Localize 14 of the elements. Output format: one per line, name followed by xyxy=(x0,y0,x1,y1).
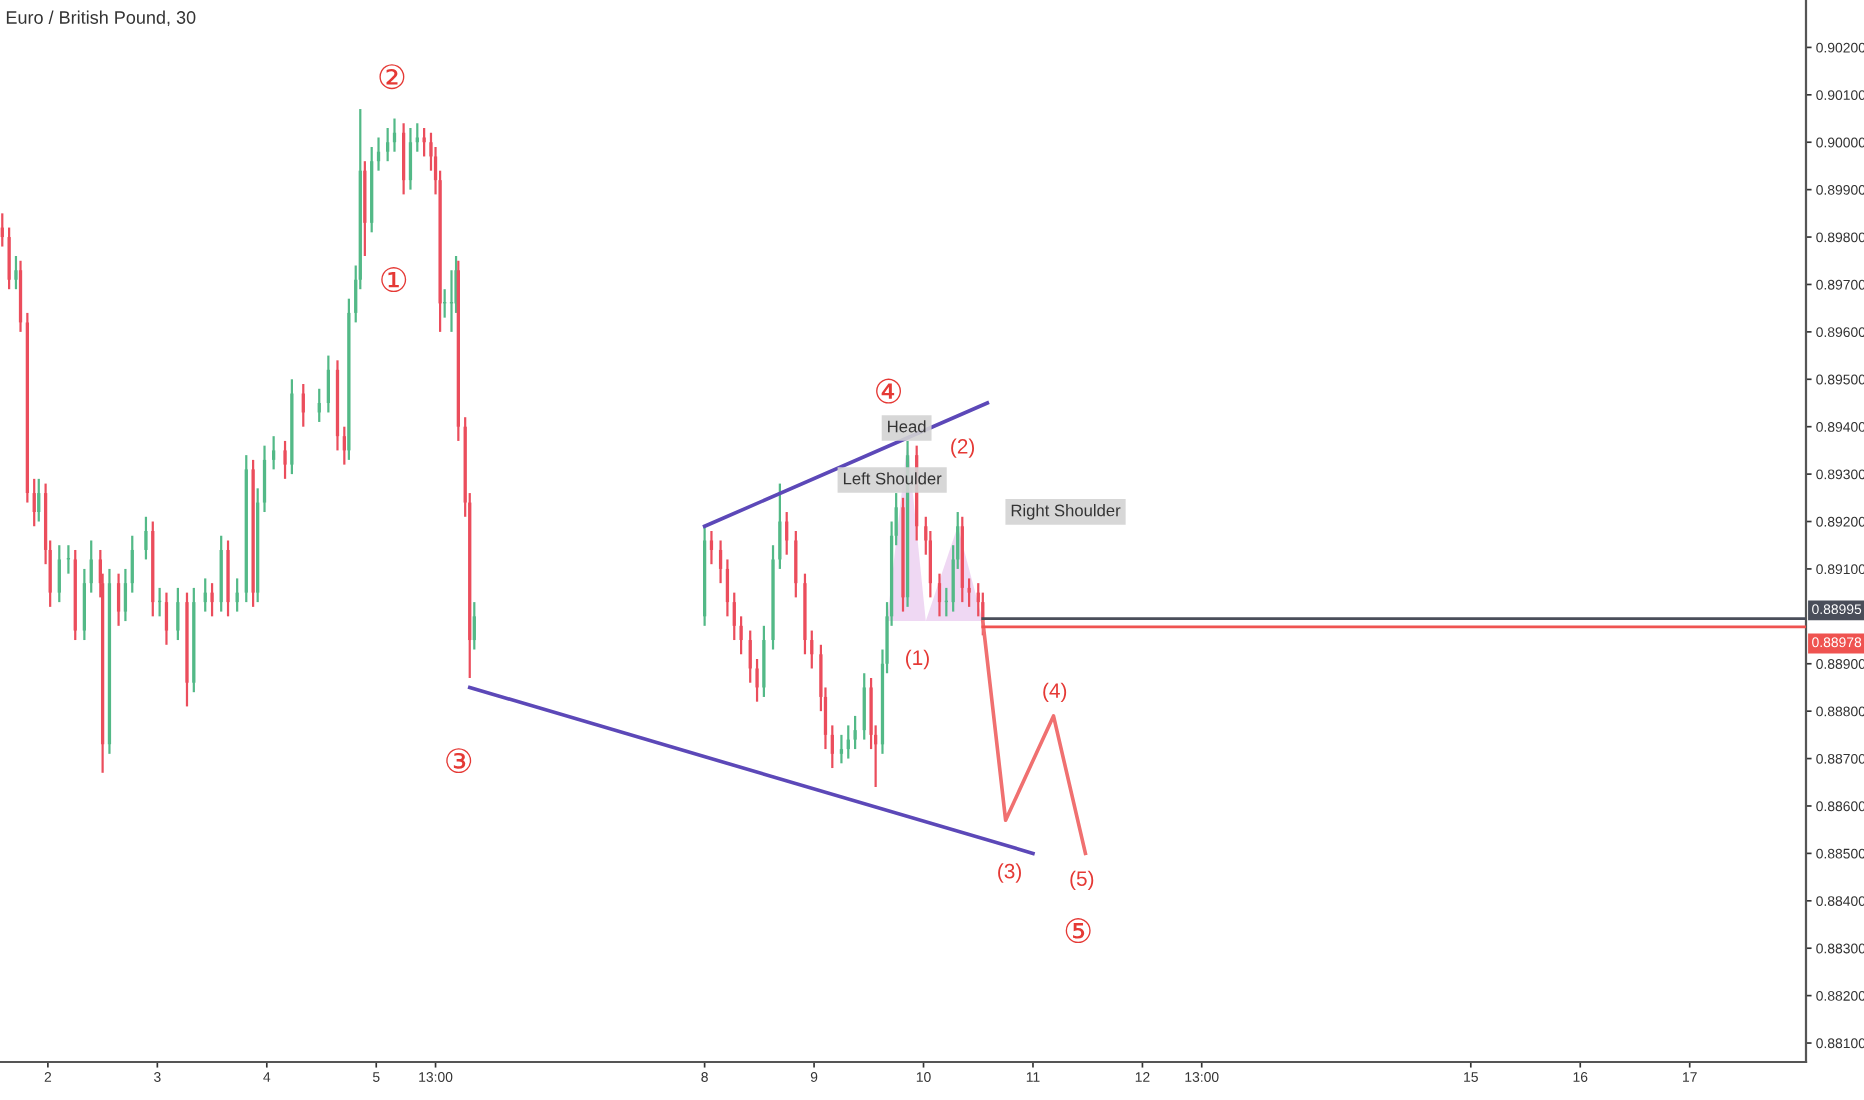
annotation: Right Shoulder xyxy=(1011,504,1121,520)
annotation: (1) xyxy=(906,649,929,670)
annotation: Head xyxy=(888,420,926,433)
annotation: ④ xyxy=(876,378,902,404)
annotation: ⑤ xyxy=(1065,918,1091,944)
annotation: ① xyxy=(381,267,407,293)
text: Euro / British Pound, 30 xyxy=(6,10,196,27)
annotation: (2) xyxy=(951,438,975,458)
annotation: (4) xyxy=(1043,682,1067,703)
annotation: ② xyxy=(379,64,405,90)
annotation: (5) xyxy=(1070,870,1094,891)
annotation: Left Shoulder xyxy=(843,472,942,485)
annotation: ③ xyxy=(446,748,472,774)
annotation: (3) xyxy=(998,863,1021,883)
